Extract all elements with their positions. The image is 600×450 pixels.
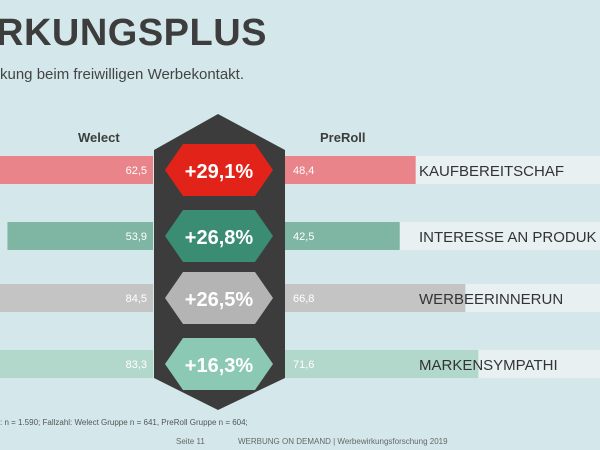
uplift-hexagon bbox=[165, 210, 273, 262]
preroll-bar bbox=[285, 156, 416, 184]
footer-text: WERBUNG ON DEMAND | Werbewirkungsforschu… bbox=[238, 437, 448, 446]
footnote: : n = 1.590; Fallzahl: Welect Gruppe n =… bbox=[0, 418, 248, 427]
welect-value-label: 83,3 bbox=[126, 359, 147, 371]
category-label: KAUFBEREITSCHAF bbox=[419, 163, 564, 180]
welect-bar bbox=[0, 350, 153, 378]
preroll-value-label: 48,4 bbox=[293, 165, 314, 177]
preroll-bar bbox=[285, 350, 479, 378]
uplift-hexagon bbox=[165, 272, 273, 324]
category-label: WERBEERINNERUN bbox=[419, 291, 563, 308]
preroll-value-label: 42,5 bbox=[293, 231, 314, 243]
uplift-hexagon bbox=[165, 338, 273, 390]
uplift-label: +26,8% bbox=[185, 227, 254, 249]
uplift-label: +29,1% bbox=[185, 161, 254, 183]
uplift-label: +26,5% bbox=[185, 289, 254, 311]
legend-welect: Welect bbox=[78, 130, 120, 145]
welect-value-label: 62,5 bbox=[126, 165, 147, 177]
category-label: MARKENSYMPATHI bbox=[419, 357, 558, 374]
legend-preroll: PreRoll bbox=[320, 130, 366, 145]
preroll-value-label: 66,8 bbox=[293, 293, 314, 305]
preroll-bar bbox=[285, 222, 400, 250]
welect-value-label: 84,5 bbox=[126, 293, 147, 305]
preroll-value-label: 71,6 bbox=[293, 359, 314, 371]
category-label: INTERESSE AN PRODUK bbox=[419, 229, 597, 246]
welect-bar bbox=[0, 284, 153, 312]
welect-bar bbox=[0, 156, 153, 184]
uplift-label: +16,3% bbox=[185, 355, 254, 377]
page-title: RKUNGSPLUS bbox=[0, 12, 268, 54]
page-number: Seite 11 bbox=[176, 437, 205, 446]
welect-value-label: 53,9 bbox=[126, 231, 147, 243]
uplift-hexagon bbox=[165, 144, 273, 196]
preroll-bar bbox=[285, 284, 466, 312]
welect-bar bbox=[7, 222, 153, 250]
page-subtitle: kung beim freiwilligen Werbekontakt. bbox=[0, 66, 245, 83]
